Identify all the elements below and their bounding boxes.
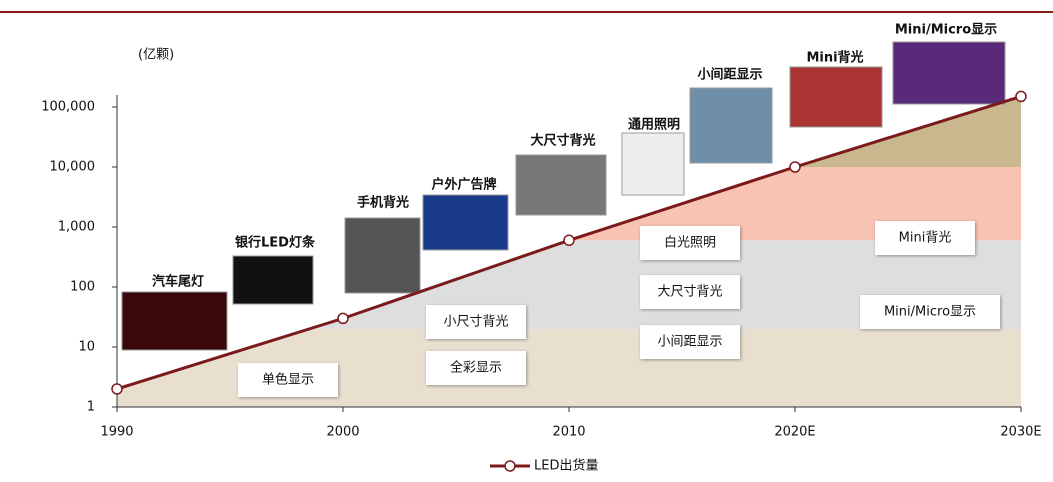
legend-label: LED出货量: [534, 458, 598, 474]
image-placeholder: [121, 291, 228, 351]
point: [563, 234, 575, 247]
image-caption: 手机背光: [357, 195, 409, 211]
band-label: Mini/Micro显示: [884, 305, 976, 320]
label-box: [640, 275, 740, 309]
image-caption: 通用照明: [628, 117, 680, 133]
band-label: Mini背光: [899, 231, 952, 246]
image-caption: 大尺寸背光: [530, 133, 595, 149]
y-tick-label: 100: [70, 280, 95, 295]
y-tick-label: 100,000: [41, 100, 95, 115]
image-placeholder: [232, 255, 314, 305]
image-caption: 小间距显示: [697, 67, 762, 83]
band-label: 小间距显示: [657, 335, 722, 350]
y-axis-label: (亿颗): [138, 48, 174, 63]
band-label: 单色显示: [262, 372, 314, 388]
point: [337, 312, 349, 325]
image-caption: Mini/Micro显示: [895, 23, 997, 38]
y-tick-label: 10: [78, 340, 95, 355]
label-box: [426, 351, 526, 385]
image-placeholder: [892, 41, 1006, 105]
x-tick-label: 2010: [552, 425, 585, 440]
y-tick-label: 1,000: [58, 220, 95, 235]
plot: 1 10 100 1,000 10,000 100,000 1990 2000 2010 2020…: [41, 23, 1041, 474]
x-tick-label: 2000: [326, 425, 359, 440]
image-placeholder: [515, 154, 607, 216]
image-caption: 银行LED灯条: [235, 235, 316, 251]
label-box: [875, 221, 975, 255]
point: [789, 161, 801, 173]
legend-marker: [504, 460, 516, 472]
image-placeholder: [789, 66, 883, 128]
y-tick-label: 10,000: [50, 160, 96, 175]
x-tick-label: 2030E: [1000, 425, 1041, 440]
image-caption: 汽车尾灯: [152, 274, 204, 290]
label-box: [640, 226, 740, 260]
band-label: 小尺寸背光: [443, 315, 508, 330]
band-label: 白光照明: [664, 235, 716, 251]
point: [1015, 90, 1027, 103]
image-placeholder: [344, 217, 421, 294]
image-caption: 户外广告牌: [431, 177, 496, 193]
label-box: [238, 363, 338, 397]
label-box: [860, 295, 1000, 329]
x-tick-label: 2020E: [774, 425, 815, 440]
image-placeholder: [689, 87, 773, 164]
x-tick-label: 1990: [100, 425, 133, 440]
image-placeholder: [422, 194, 509, 251]
label-box: [640, 325, 740, 359]
image-placeholder: [621, 132, 685, 196]
band-label: 全彩显示: [450, 360, 502, 376]
label-box: [426, 305, 526, 339]
point: [111, 383, 123, 395]
y-tick-label: 1: [87, 400, 95, 415]
band-label: 大尺寸背光: [657, 285, 722, 300]
band: [117, 96, 1021, 167]
image-caption: Mini背光: [806, 50, 863, 66]
